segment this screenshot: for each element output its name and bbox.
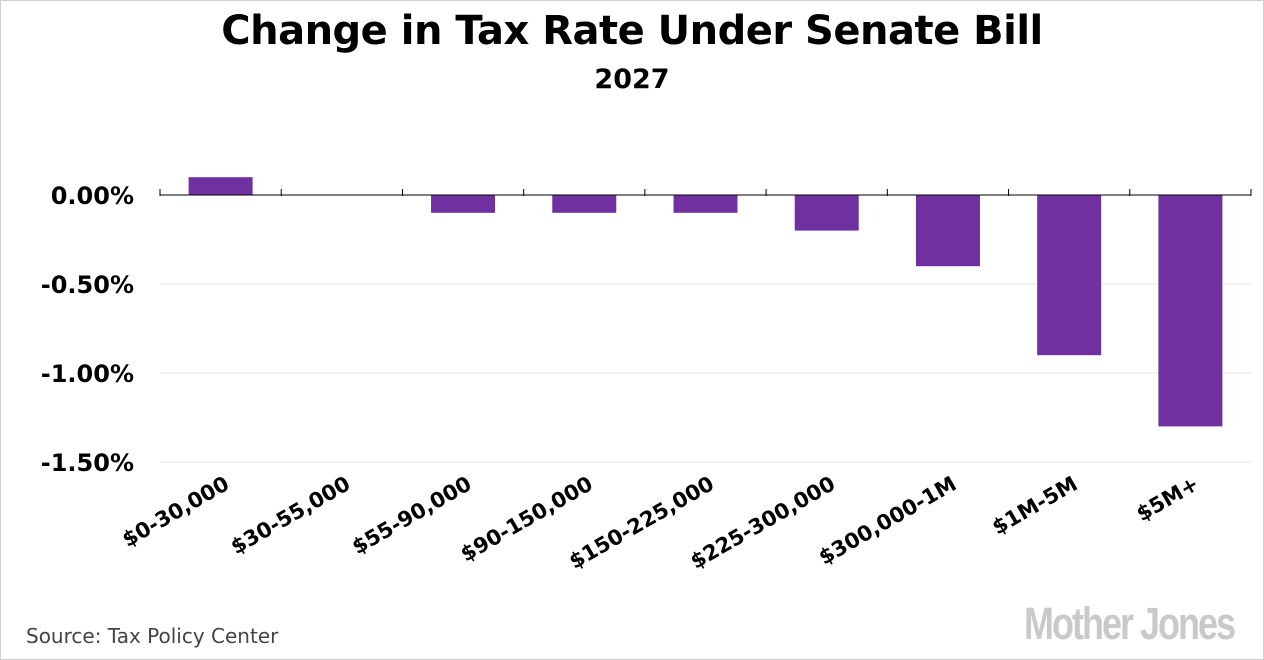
bar bbox=[1158, 195, 1223, 427]
x-tick-label: $0-30,000 bbox=[118, 472, 233, 552]
bar bbox=[431, 195, 496, 213]
source-note: Source: Tax Policy Center bbox=[26, 624, 279, 648]
bar bbox=[552, 195, 617, 213]
bar bbox=[794, 195, 859, 231]
x-tick-label: $300,000-1M bbox=[815, 472, 961, 570]
bar bbox=[915, 195, 980, 267]
brand-logo: Mother Jones bbox=[1024, 598, 1236, 649]
chart-subtitle: 2027 bbox=[594, 64, 670, 95]
x-tick-label: $5M+ bbox=[1132, 472, 1203, 527]
bar bbox=[188, 177, 253, 195]
y-tick-label: -0.50% bbox=[41, 271, 134, 299]
x-tick-label: $30-55,000 bbox=[227, 472, 355, 560]
y-tick-label: -1.00% bbox=[41, 360, 134, 388]
y-tick-label: -1.50% bbox=[41, 449, 134, 477]
chart-title: Change in Tax Rate Under Senate Bill bbox=[221, 8, 1043, 54]
bar bbox=[673, 195, 738, 213]
bar bbox=[1037, 195, 1102, 356]
x-tick-label: $1M-5M bbox=[988, 472, 1082, 540]
y-tick-label: 0.00% bbox=[51, 182, 134, 210]
